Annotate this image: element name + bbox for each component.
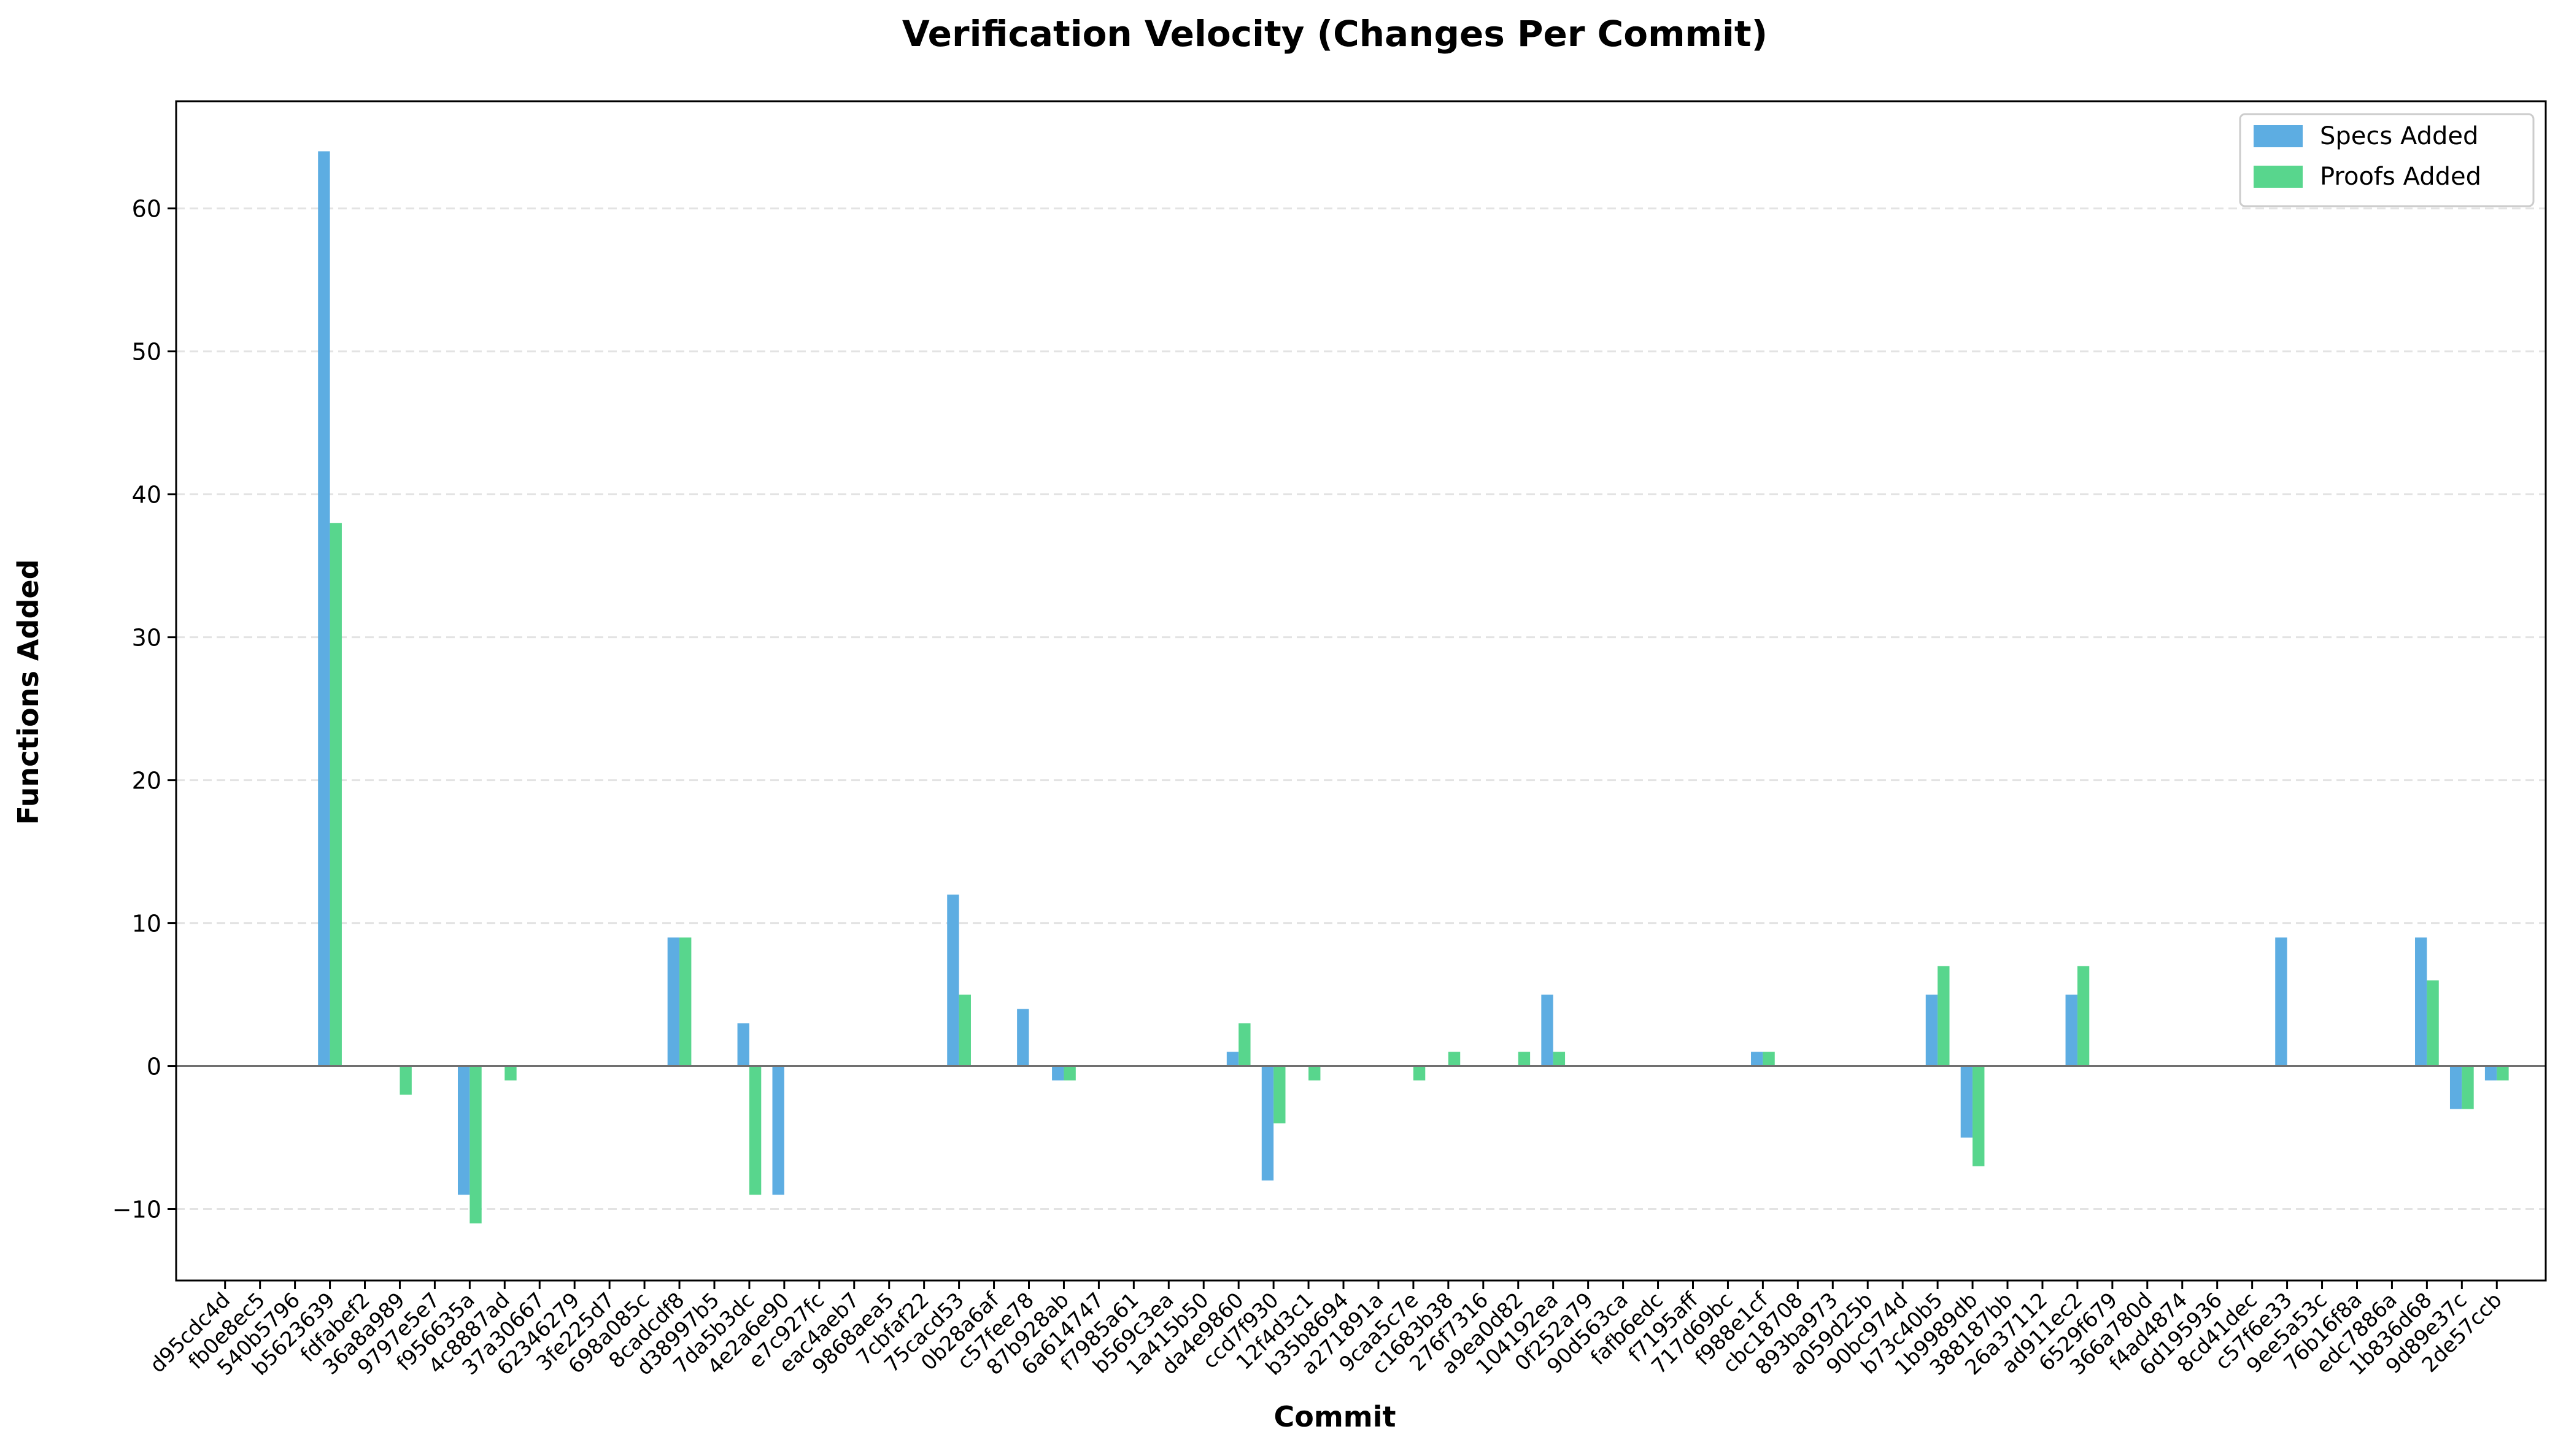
- bar-proofs-104192ea: [1553, 1052, 1566, 1066]
- bar-specs-104192ea: [1541, 995, 1553, 1066]
- y-axis-label: Functions Added: [12, 560, 45, 825]
- bar-specs-ccd7f930: [1261, 1066, 1274, 1181]
- bar-proofs-36a8a989: [400, 1066, 412, 1095]
- bar-specs-7da5b3dc: [737, 1023, 749, 1066]
- bar-proofs-4c8887ad: [504, 1066, 517, 1080]
- legend: Specs Added Proofs Added: [2239, 113, 2535, 207]
- bar-proofs-9d89e37c: [2462, 1066, 2474, 1109]
- bar-specs-75cacd53: [947, 894, 959, 1066]
- legend-label: Proofs Added: [2320, 163, 2481, 191]
- y-tick-label: 40: [132, 482, 161, 509]
- bar-specs-b5623639: [318, 151, 330, 1066]
- y-tick-label: 20: [132, 768, 161, 795]
- bar-proofs-ad911ec2: [2077, 966, 2090, 1066]
- bar-proofs-87b928ab: [1064, 1066, 1076, 1080]
- y-axis: −10 0 10 20 30 40 50 60: [112, 196, 176, 1223]
- bar-proofs-1b836d68: [2427, 980, 2439, 1066]
- bars: [318, 151, 2509, 1223]
- bar-proofs-1b9989db: [1973, 1066, 1985, 1166]
- y-tick-label: −10: [112, 1196, 161, 1223]
- bar-proofs-b73c40b5: [1938, 966, 1950, 1066]
- bar-specs-2de57ccb: [2484, 1066, 2497, 1080]
- grid-lines: [176, 207, 2546, 1211]
- y-tick-label: 30: [132, 625, 161, 652]
- bar-proofs-9caa5c7e: [1413, 1066, 1426, 1080]
- chart-title: Verification Velocity (Changes Per Commi…: [902, 13, 1768, 55]
- bar-proofs-7da5b3dc: [749, 1066, 762, 1195]
- y-tick-label: 0: [147, 1053, 161, 1080]
- bar-proofs-8cadcdf8: [679, 937, 692, 1066]
- bar-proofs-12f4d3c1: [1308, 1066, 1321, 1080]
- plot-frame: [175, 100, 2547, 1282]
- bar-proofs-da4e9860: [1238, 1023, 1251, 1066]
- legend-label: Specs Added: [2320, 122, 2478, 150]
- bar-specs-1b9989db: [1960, 1066, 1973, 1138]
- bar-specs-da4e9860: [1226, 1052, 1239, 1066]
- y-tick-label: 50: [132, 339, 161, 366]
- bar-proofs-f988e1cf: [1763, 1052, 1775, 1066]
- bar-specs-4e2a6e90: [772, 1066, 784, 1195]
- x-axis-label: Commit: [1274, 1400, 1396, 1433]
- bar-proofs-75cacd53: [959, 995, 971, 1066]
- bar-specs-1b836d68: [2415, 937, 2427, 1066]
- bar-proofs-a9ea0d82: [1518, 1052, 1531, 1066]
- legend-box: [2239, 113, 2535, 207]
- bar-specs-9d89e37c: [2449, 1066, 2462, 1109]
- y-tick-label: 60: [132, 196, 161, 223]
- bar-proofs-2de57ccb: [2497, 1066, 2509, 1080]
- bar-specs-87b928ab: [1052, 1066, 1064, 1080]
- bar-specs-f988e1cf: [1751, 1052, 1763, 1066]
- bar-proofs-f956635a: [469, 1066, 482, 1223]
- bar-specs-8cadcdf8: [667, 937, 680, 1066]
- y-tick-label: 10: [132, 911, 161, 938]
- bar-specs-ad911ec2: [2065, 995, 2077, 1066]
- bar-proofs-c1683b38: [1448, 1052, 1461, 1066]
- legend-swatch-specs: [2254, 125, 2303, 147]
- bar-specs-f956635a: [457, 1066, 470, 1195]
- bar-proofs-ccd7f930: [1273, 1066, 1286, 1123]
- bar-specs-c57f6e33: [2275, 937, 2287, 1066]
- legend-swatch-proofs: [2254, 166, 2303, 188]
- bar-proofs-b5623639: [330, 523, 342, 1066]
- bar-specs-b73c40b5: [1925, 995, 1938, 1066]
- bar-specs-c57fee78: [1017, 1009, 1029, 1066]
